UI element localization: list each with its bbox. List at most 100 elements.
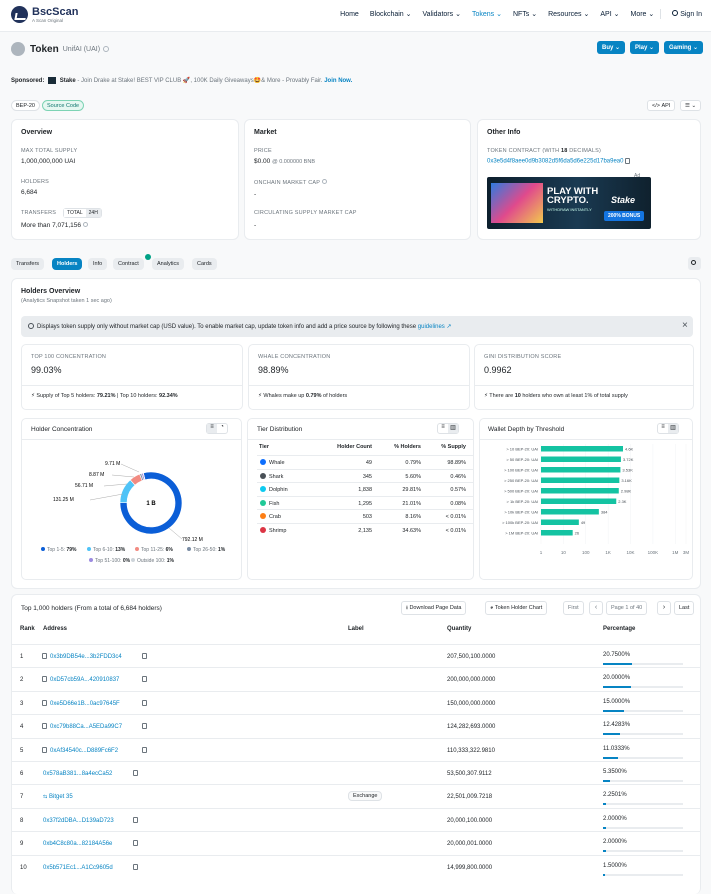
stake-ad-banner[interactable]: PLAY WITH CRYPTO. WITHDRAW INSTANTLY Stak… — [487, 177, 651, 229]
legend-item[interactable]: Outside 100: 1% — [131, 558, 174, 564]
tab-info[interactable]: Info — [88, 258, 108, 270]
bscscan-logo-icon — [11, 6, 28, 23]
copy-icon[interactable] — [142, 653, 147, 659]
download-page-data-button[interactable]: ⭳ Download Page Data — [401, 601, 467, 615]
more-options-button[interactable]: ☰ ⌄ — [680, 100, 702, 111]
tier-name: Whale — [269, 460, 285, 466]
nav-nfts[interactable]: NFTs ⌄ — [512, 11, 538, 18]
copy-icon[interactable] — [133, 770, 138, 776]
tab-transfers[interactable]: Transfers — [11, 258, 45, 270]
legend-item[interactable]: Top 51-100: 0% — [89, 558, 130, 564]
info-icon[interactable] — [103, 46, 110, 52]
copy-icon[interactable] — [133, 840, 138, 847]
tier-row: Dolphin 1,838 29.81% 0.57% — [257, 482, 473, 495]
copy-icon[interactable] — [133, 816, 138, 823]
stat-box: GINI DISTRIBUTION SCORE 0.9962 ⚡ There are… — [474, 344, 694, 410]
tier-row: Shark 345 5.60% 0.46% — [257, 468, 473, 482]
24h-toggle[interactable]: 24H — [85, 209, 101, 217]
nav-blockchain[interactable]: Blockchain ⌄ — [369, 11, 412, 18]
api-button[interactable]: </> API — [647, 100, 676, 111]
depth-bar[interactable] — [541, 488, 619, 494]
play-button[interactable]: Play ⌄ — [630, 41, 660, 54]
percentage-bar — [603, 756, 683, 759]
holder-address-link[interactable]: 0xc79b88Ca...A5EDa99C7 — [50, 724, 123, 731]
nav-api[interactable]: API ⌄ — [600, 11, 620, 18]
buy-button[interactable]: Buy ⌄ — [597, 41, 626, 54]
bar-view-icon[interactable]: ▥ — [448, 424, 458, 433]
holder-address-link[interactable]: 0xb4C8c80a...82184A56e — [43, 841, 113, 848]
last-page-button[interactable]: Last — [674, 601, 695, 615]
first-page-button[interactable]: First — [563, 601, 584, 615]
nav-validators[interactable]: Validators ⌄ — [422, 11, 461, 18]
tier-pct-supply: 98.89% — [447, 460, 466, 466]
nav-more[interactable]: More ⌄ — [630, 11, 655, 18]
holder-address-link[interactable]: 0x5b571Ec1...A1Cc9605d — [43, 864, 113, 871]
guidelines-link[interactable]: guidelines — [417, 324, 445, 330]
donut-center-label: 1 B — [146, 501, 156, 507]
bar-value-label: 26 — [575, 530, 580, 535]
holder-address-link[interactable]: 0xD57cb59A...420910837 — [50, 677, 120, 684]
sponsored-label: Sponsored: — [11, 78, 45, 85]
tab-cards[interactable]: Cards — [192, 258, 217, 270]
copy-icon[interactable] — [142, 676, 147, 683]
next-page-button[interactable]: › — [657, 601, 671, 615]
x-tick-label: 1M — [672, 550, 679, 555]
depth-bar[interactable] — [541, 467, 621, 473]
copy-icon[interactable] — [142, 723, 147, 730]
holder-percentage: 1.5000% — [603, 862, 627, 869]
tab-holders[interactable]: Holders — [52, 258, 83, 270]
nav-tokens[interactable]: Tokens ⌄ — [471, 11, 502, 18]
prev-page-button[interactable]: ‹ — [589, 601, 603, 615]
y-category-label: > 50 BEP-20: UAI — [506, 457, 538, 462]
depth-bar[interactable] — [541, 446, 623, 452]
wallet-depth-title: Wallet Depth by Threshold — [488, 426, 565, 433]
depth-bar[interactable] — [541, 519, 579, 526]
depth-bar[interactable] — [541, 509, 599, 515]
depth-bar[interactable] — [541, 456, 621, 463]
legend-item[interactable]: Top 6-10: 13% — [87, 547, 125, 553]
token-holder-chart-button[interactable]: ◕ Token Holder Chart — [485, 601, 548, 615]
join-now-link[interactable]: Join Now. — [324, 78, 353, 85]
search-button[interactable] — [688, 257, 701, 270]
holder-address-link[interactable]: 0x37f2dDBA...D139aD723 — [43, 817, 114, 824]
depth-bar[interactable] — [541, 530, 573, 536]
nav-home[interactable]: Home — [340, 10, 359, 18]
percentage-bar-fill — [603, 873, 606, 876]
percentage-bar-fill — [603, 803, 607, 806]
list-view-icon[interactable]: ≡ — [207, 424, 217, 433]
contract-address-link[interactable]: 0x3e5d4f8aee0d9b3082d5f6da5d6e225d17ba9e… — [487, 158, 624, 165]
holder-address-link[interactable]: Bitget 35 — [49, 794, 73, 801]
list-view-icon[interactable]: ≡ — [441, 424, 445, 430]
copy-icon[interactable] — [133, 863, 138, 870]
holder-address-link[interactable]: 0xe5D66e1B...0ac97645F — [50, 700, 120, 707]
sign-in-link[interactable]: Sign In — [672, 10, 702, 18]
tier-name: Crab — [269, 514, 281, 520]
total-toggle[interactable]: TOTAL — [64, 209, 86, 217]
depth-bar[interactable] — [541, 477, 620, 484]
pie-view-icon[interactable]: ◔ — [220, 424, 224, 430]
other-info-card: Other Info TOKEN CONTRACT (WITH 18 DECIM… — [477, 119, 701, 240]
close-icon[interactable]: × — [682, 320, 688, 331]
copy-icon[interactable] — [142, 699, 147, 706]
donut-slice[interactable] — [119, 479, 136, 503]
gaming-button[interactable]: Gaming ⌄ — [664, 41, 704, 54]
holder-address-link[interactable]: 0x3b9DB54e...3b2FDD3c4 — [50, 654, 122, 660]
legend-item[interactable]: Top 26-50: 1% — [187, 547, 225, 553]
tab-contract[interactable]: Contract — [113, 258, 144, 270]
x-tick-label: 1 — [540, 550, 543, 555]
list-view-icon[interactable]: ≡ — [661, 424, 665, 430]
nav-resources[interactable]: Resources ⌄ — [548, 11, 590, 18]
donut-slice[interactable] — [142, 472, 146, 481]
legend-item[interactable]: Top 11-25: 6% — [135, 547, 173, 553]
legend-item[interactable]: Top 1-5: 79% — [41, 547, 76, 553]
depth-bar[interactable] — [541, 498, 617, 505]
copy-icon[interactable] — [625, 158, 631, 164]
copy-icon[interactable] — [142, 746, 147, 753]
bar-view-icon[interactable]: ▥ — [668, 424, 678, 433]
holder-address-link[interactable]: 0x578aB381...8a4ecCa52 — [43, 771, 113, 777]
holder-label-badge[interactable]: Exchange — [348, 791, 383, 802]
holder-address-link[interactable]: 0xAf34540c...D889Fc6F2 — [50, 747, 119, 754]
source-code-badge[interactable]: Source Code — [42, 100, 85, 111]
tab-analytics[interactable]: Analytics — [152, 258, 185, 270]
bscscan-logo[interactable]: BscScan A Scan Original — [11, 6, 78, 23]
